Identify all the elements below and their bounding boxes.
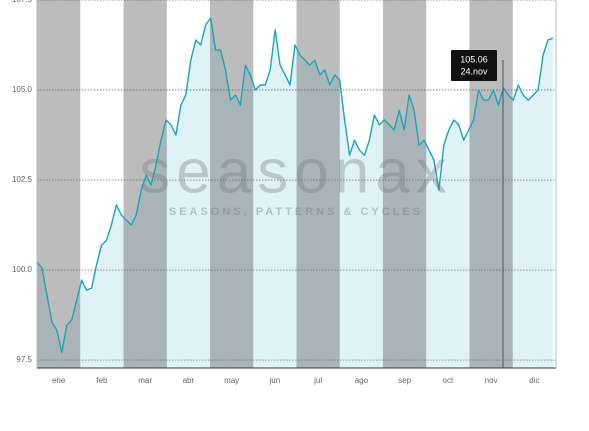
month-band [37,0,81,368]
x-tick-label: feb [96,376,108,385]
line [36,17,554,353]
y-tick-label: 102.5 [12,175,33,184]
tooltip-box [451,50,497,81]
y-tick-label: 107.5 [12,0,33,4]
x-tick-label: nov [485,376,498,385]
x-tick-label: jul [313,376,322,385]
area [37,18,553,368]
x-tick-label: mar [138,376,152,385]
x-tick-label: jun [269,376,281,385]
y-tick-label: 97.5 [16,355,32,364]
tooltip-value: 105.06 [460,54,488,64]
x-tick-label: ene [52,376,66,385]
x-tick-label: ago [355,376,369,385]
month-band [383,0,427,368]
x-tick-label: sep [398,376,411,385]
watermark-subtitle: SEASONS, PATTERNS & CYCLES [169,206,423,218]
month-band [296,0,340,368]
month-band [210,0,254,368]
y-tick-label: 100.0 [12,265,33,274]
x-tick-label: dic [529,376,539,385]
watermark-title: seasonax [139,137,452,206]
month-band [123,0,167,368]
y-tick-label: 105.0 [12,85,33,94]
x-tick-label: abr [183,376,195,385]
x-tick-label: may [224,376,239,385]
x-tick-label: oct [443,376,454,385]
tooltip-date: 24.nov [460,66,488,76]
